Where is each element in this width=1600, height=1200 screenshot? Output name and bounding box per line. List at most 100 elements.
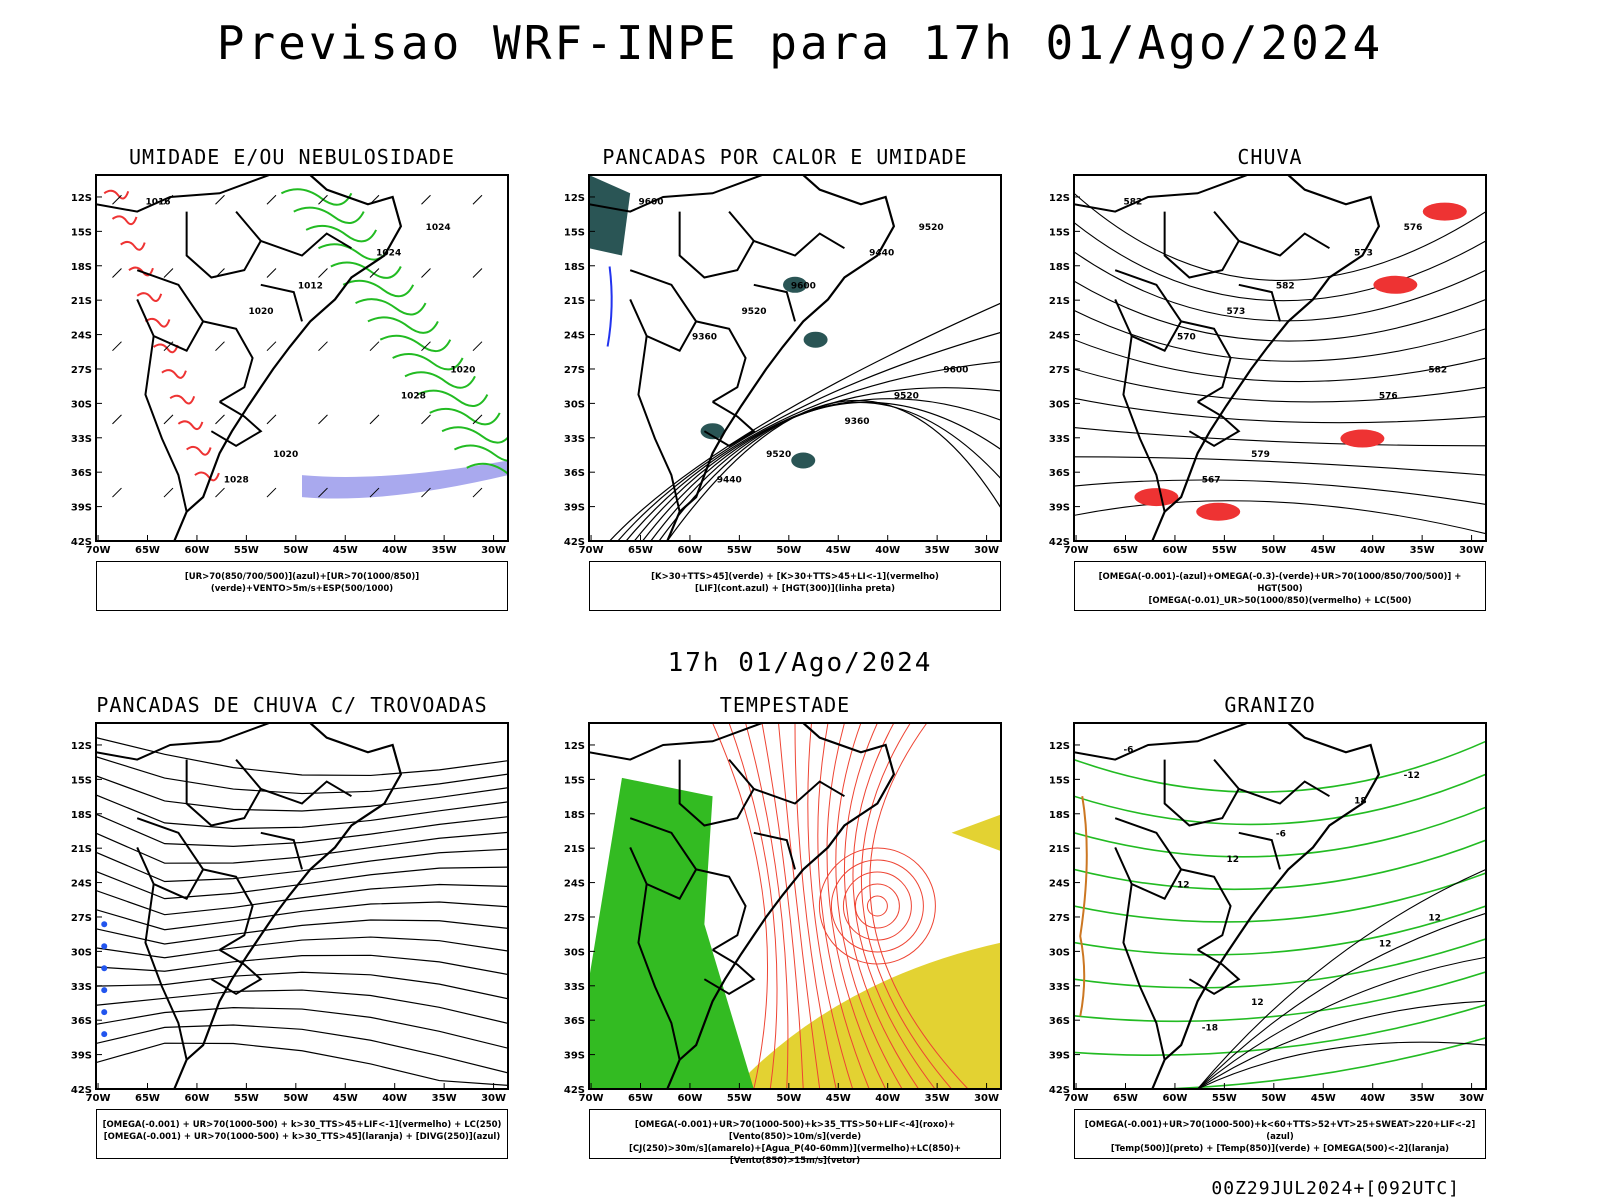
wind-vector [421,194,431,205]
contour-label: 567 [1202,475,1221,485]
lon-label: 50W [1261,545,1286,556]
streamline [96,866,508,900]
streamline [728,723,778,1089]
lon-label: 35W [432,1093,457,1104]
wind-vector [266,268,277,278]
vortex [830,859,924,953]
divergence-area [101,1031,108,1038]
convection-area [783,276,807,293]
state-border [1074,723,1248,761]
divergence-area [101,943,108,950]
state-border [1114,269,1183,352]
state-border [1188,949,1241,996]
streamline [761,723,804,1089]
contour-label: -6 [1123,745,1133,755]
contour-label: 12 [1251,998,1264,1008]
lat-label: 36S [564,468,585,479]
lon-label: 40W [875,1093,900,1104]
state-border [637,883,681,1060]
wind-vector [318,341,328,352]
streamline [1074,192,1486,281]
lat-label: 36S [71,468,92,479]
lat-label: 30S [71,399,92,410]
state-border [260,831,303,870]
wind-vector [215,341,225,352]
lat-label: 12S [564,741,585,752]
state-border [1238,780,1330,805]
panel-title: TEMPESTADE [719,693,851,717]
contour-label: 9600 [638,197,663,207]
state-border [96,723,270,761]
wind-vector [421,268,431,278]
hgt-contour [650,401,1001,541]
legend-box: [OMEGA(-0.001)+UR>70(1000-500)+k<60+TTS>… [1074,1109,1486,1159]
wind-vector [318,487,328,498]
lon-label: 55W [1212,1093,1237,1104]
lat-label: 27S [71,365,92,376]
state-border [185,210,263,279]
contour-label: 9360 [844,417,869,427]
wind-vector [472,268,483,278]
contour-label: 579 [1251,450,1270,460]
streamline [826,723,887,1089]
contour-label: 1020 [248,307,273,317]
humidity-contour [280,188,353,206]
streamline [96,936,508,959]
humidity-contour [111,215,138,226]
humidity-contour [367,316,439,334]
lon-label: 30W [1459,545,1484,556]
wind-vector [163,487,174,498]
lon-label: 60W [1162,1093,1187,1104]
lat-label: 36S [71,1016,92,1027]
lon-label: 35W [1410,1093,1435,1104]
lon-label: 65W [628,545,653,556]
lat-label: 18S [1049,810,1070,821]
streamline [96,901,508,931]
jet-area [733,942,1001,1089]
lat-label: 27S [1049,913,1070,924]
lat-label: 36S [1049,1016,1070,1027]
lat-label: 42S [71,537,92,548]
state-border [96,175,270,213]
contour-label: 1012 [298,281,323,291]
panel-title: PANCADAS POR CALOR E UMIDADE [602,145,968,169]
lat-label: 21S [71,296,92,307]
vortex [842,871,912,941]
legend-text: [CJ(250)>30m/s](amarelo)+[Agua_P(40-60mm… [628,1144,962,1166]
hgt-contour [658,401,1001,541]
state-border [1074,175,1248,213]
wind-vector [112,414,122,425]
lon-label: 60W [184,545,209,556]
state-border [589,175,763,213]
humidity-contour [453,444,508,462]
lat-label: 39S [564,503,585,514]
vortex [854,883,900,929]
streamline [96,954,508,976]
lat-label: 12S [1049,193,1070,204]
lat-label: 39S [1049,1051,1070,1062]
wind-vector [472,194,483,205]
rain-area [1373,275,1418,294]
divergence-area [101,921,108,928]
convection-area [803,331,828,348]
wind-vector [318,414,328,425]
jet-area [951,814,1001,852]
contour-label: 12 [1177,881,1190,891]
lat-label: 27S [564,913,585,924]
wind-vector [421,341,431,352]
lat-label: 42S [564,537,585,548]
state-border [695,320,747,403]
lat-label: 30S [71,947,92,958]
streamline [96,775,508,812]
lon-label: 50W [1261,1093,1286,1104]
temp850-contour [1074,905,1486,956]
state-border [1122,883,1166,1060]
humidity-contour [153,343,179,354]
humidity-contour [342,279,415,298]
streamline [852,723,936,1089]
hgt-contour [625,361,1001,541]
wind-vector [215,194,225,205]
humidity-contour [169,394,196,405]
panel-pancadas-calor: PANCADAS POR CALOR E UMIDADE 9600 9600 9600… [555,145,1015,635]
coastline [666,175,896,541]
